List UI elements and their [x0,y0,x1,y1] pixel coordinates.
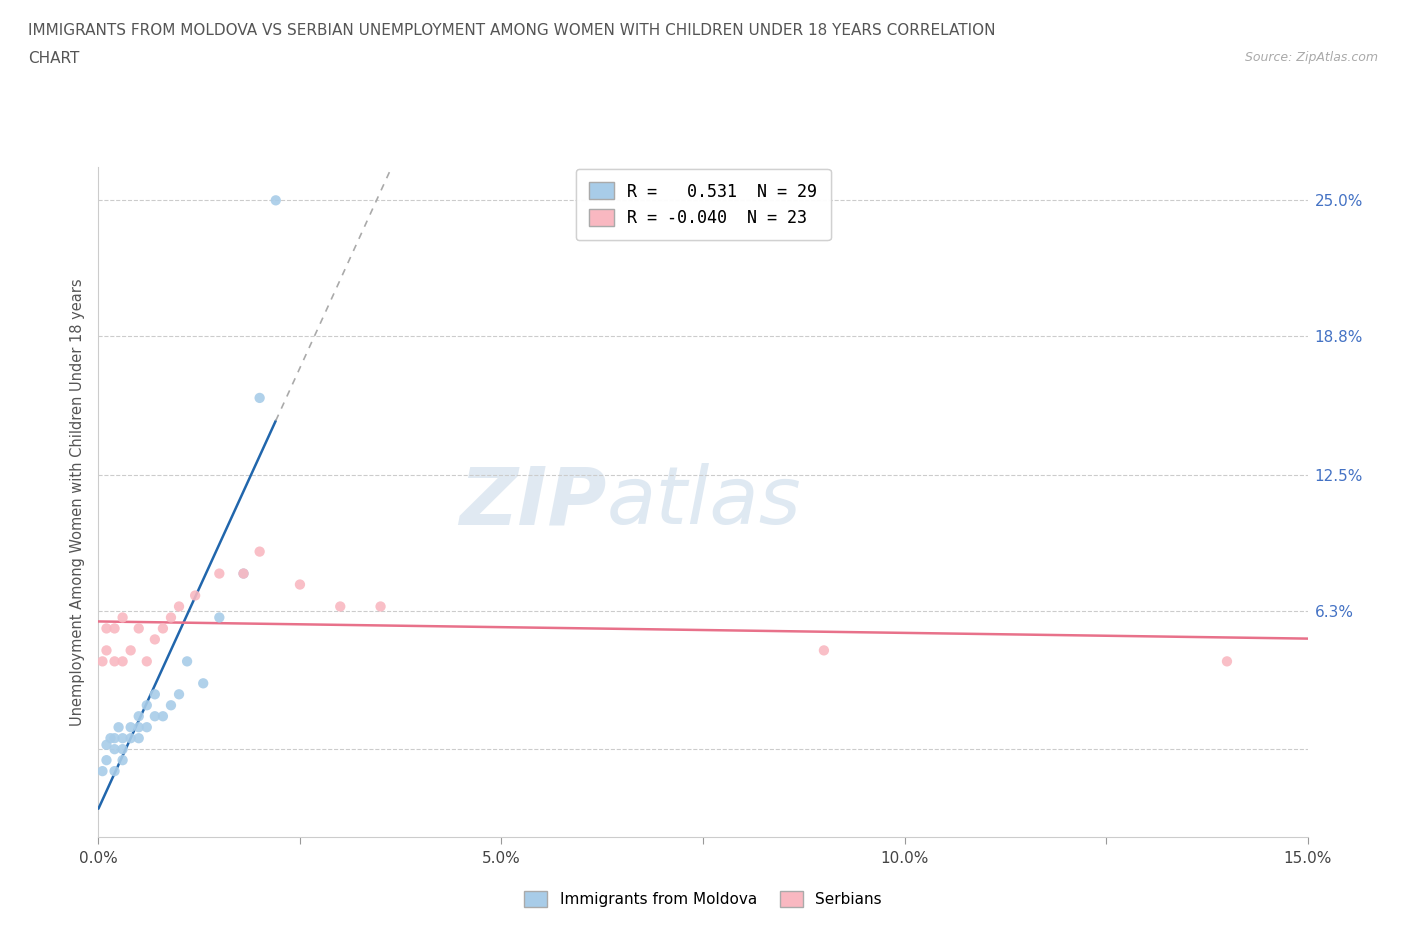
Text: atlas: atlas [606,463,801,541]
Point [232,566,254,581]
Point [128,731,150,746]
Point [176,654,198,669]
Point [232,566,254,581]
Point [96,621,118,636]
Text: Source: ZipAtlas.com: Source: ZipAtlas.com [1244,51,1378,64]
Point [160,698,183,712]
Point [111,654,134,669]
Y-axis label: Unemployment Among Women with Children Under 18 years: Unemployment Among Women with Children U… [70,278,86,726]
Point [103,654,125,669]
Text: CHART: CHART [28,51,80,66]
Point [128,720,150,735]
Point [288,578,311,592]
Point [813,643,835,658]
Point [91,654,114,669]
Legend: R =   0.531  N = 29, R = -0.040  N = 23: R = 0.531 N = 29, R = -0.040 N = 23 [575,169,831,240]
Point [120,731,142,746]
Point [370,599,392,614]
Point [120,720,142,735]
Point [103,621,125,636]
Point [152,709,174,724]
Point [103,764,125,778]
Point [96,737,118,752]
Point [128,709,150,724]
Point [103,731,125,746]
Point [128,621,150,636]
Point [135,698,157,712]
Point [111,742,134,757]
Text: ZIP: ZIP [458,463,606,541]
Point [329,599,352,614]
Text: IMMIGRANTS FROM MOLDOVA VS SERBIAN UNEMPLOYMENT AMONG WOMEN WITH CHILDREN UNDER : IMMIGRANTS FROM MOLDOVA VS SERBIAN UNEMP… [28,23,995,38]
Point [96,643,118,658]
Point [152,621,174,636]
Point [143,632,166,647]
Point [103,742,125,757]
Point [208,610,231,625]
Legend: Immigrants from Moldova, Serbians: Immigrants from Moldova, Serbians [519,884,887,913]
Point [264,193,287,207]
Point [184,588,207,603]
Point [111,731,134,746]
Point [135,720,157,735]
Point [91,764,114,778]
Point [143,687,166,702]
Point [249,544,271,559]
Point [167,599,190,614]
Point [167,687,190,702]
Point [107,720,129,735]
Point [208,566,231,581]
Point [120,643,142,658]
Point [100,731,122,746]
Point [143,709,166,724]
Point [193,676,215,691]
Point [1216,654,1239,669]
Point [111,610,134,625]
Point [135,654,157,669]
Point [160,610,183,625]
Point [249,391,271,405]
Point [111,752,134,767]
Point [96,752,118,767]
